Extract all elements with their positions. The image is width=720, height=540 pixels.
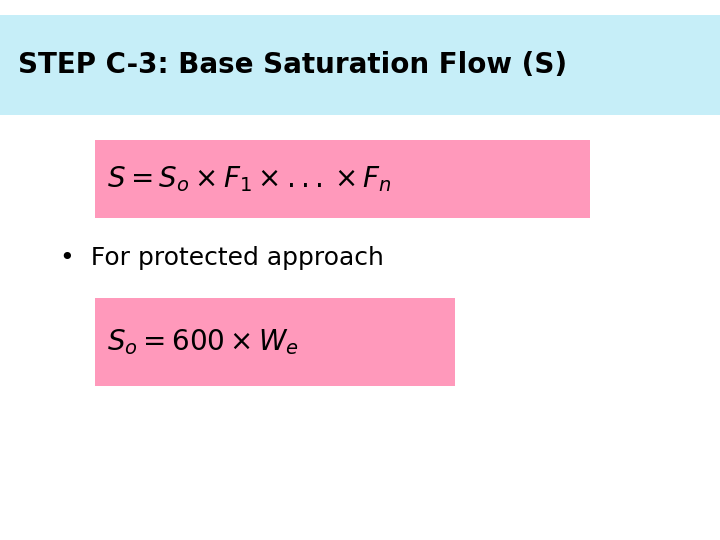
- Text: $S_o = 600\times W_e$: $S_o = 600\times W_e$: [107, 327, 299, 357]
- Bar: [95, 298, 455, 386]
- Bar: [95, 140, 590, 218]
- Text: STEP C-3: Base Saturation Flow (S): STEP C-3: Base Saturation Flow (S): [18, 51, 567, 79]
- Text: •  For protected approach: • For protected approach: [60, 246, 384, 270]
- Text: $S = S_o \times F_1 \times ...\times F_n$: $S = S_o \times F_1 \times ...\times F_n…: [107, 164, 392, 194]
- Bar: [0, 15, 720, 115]
